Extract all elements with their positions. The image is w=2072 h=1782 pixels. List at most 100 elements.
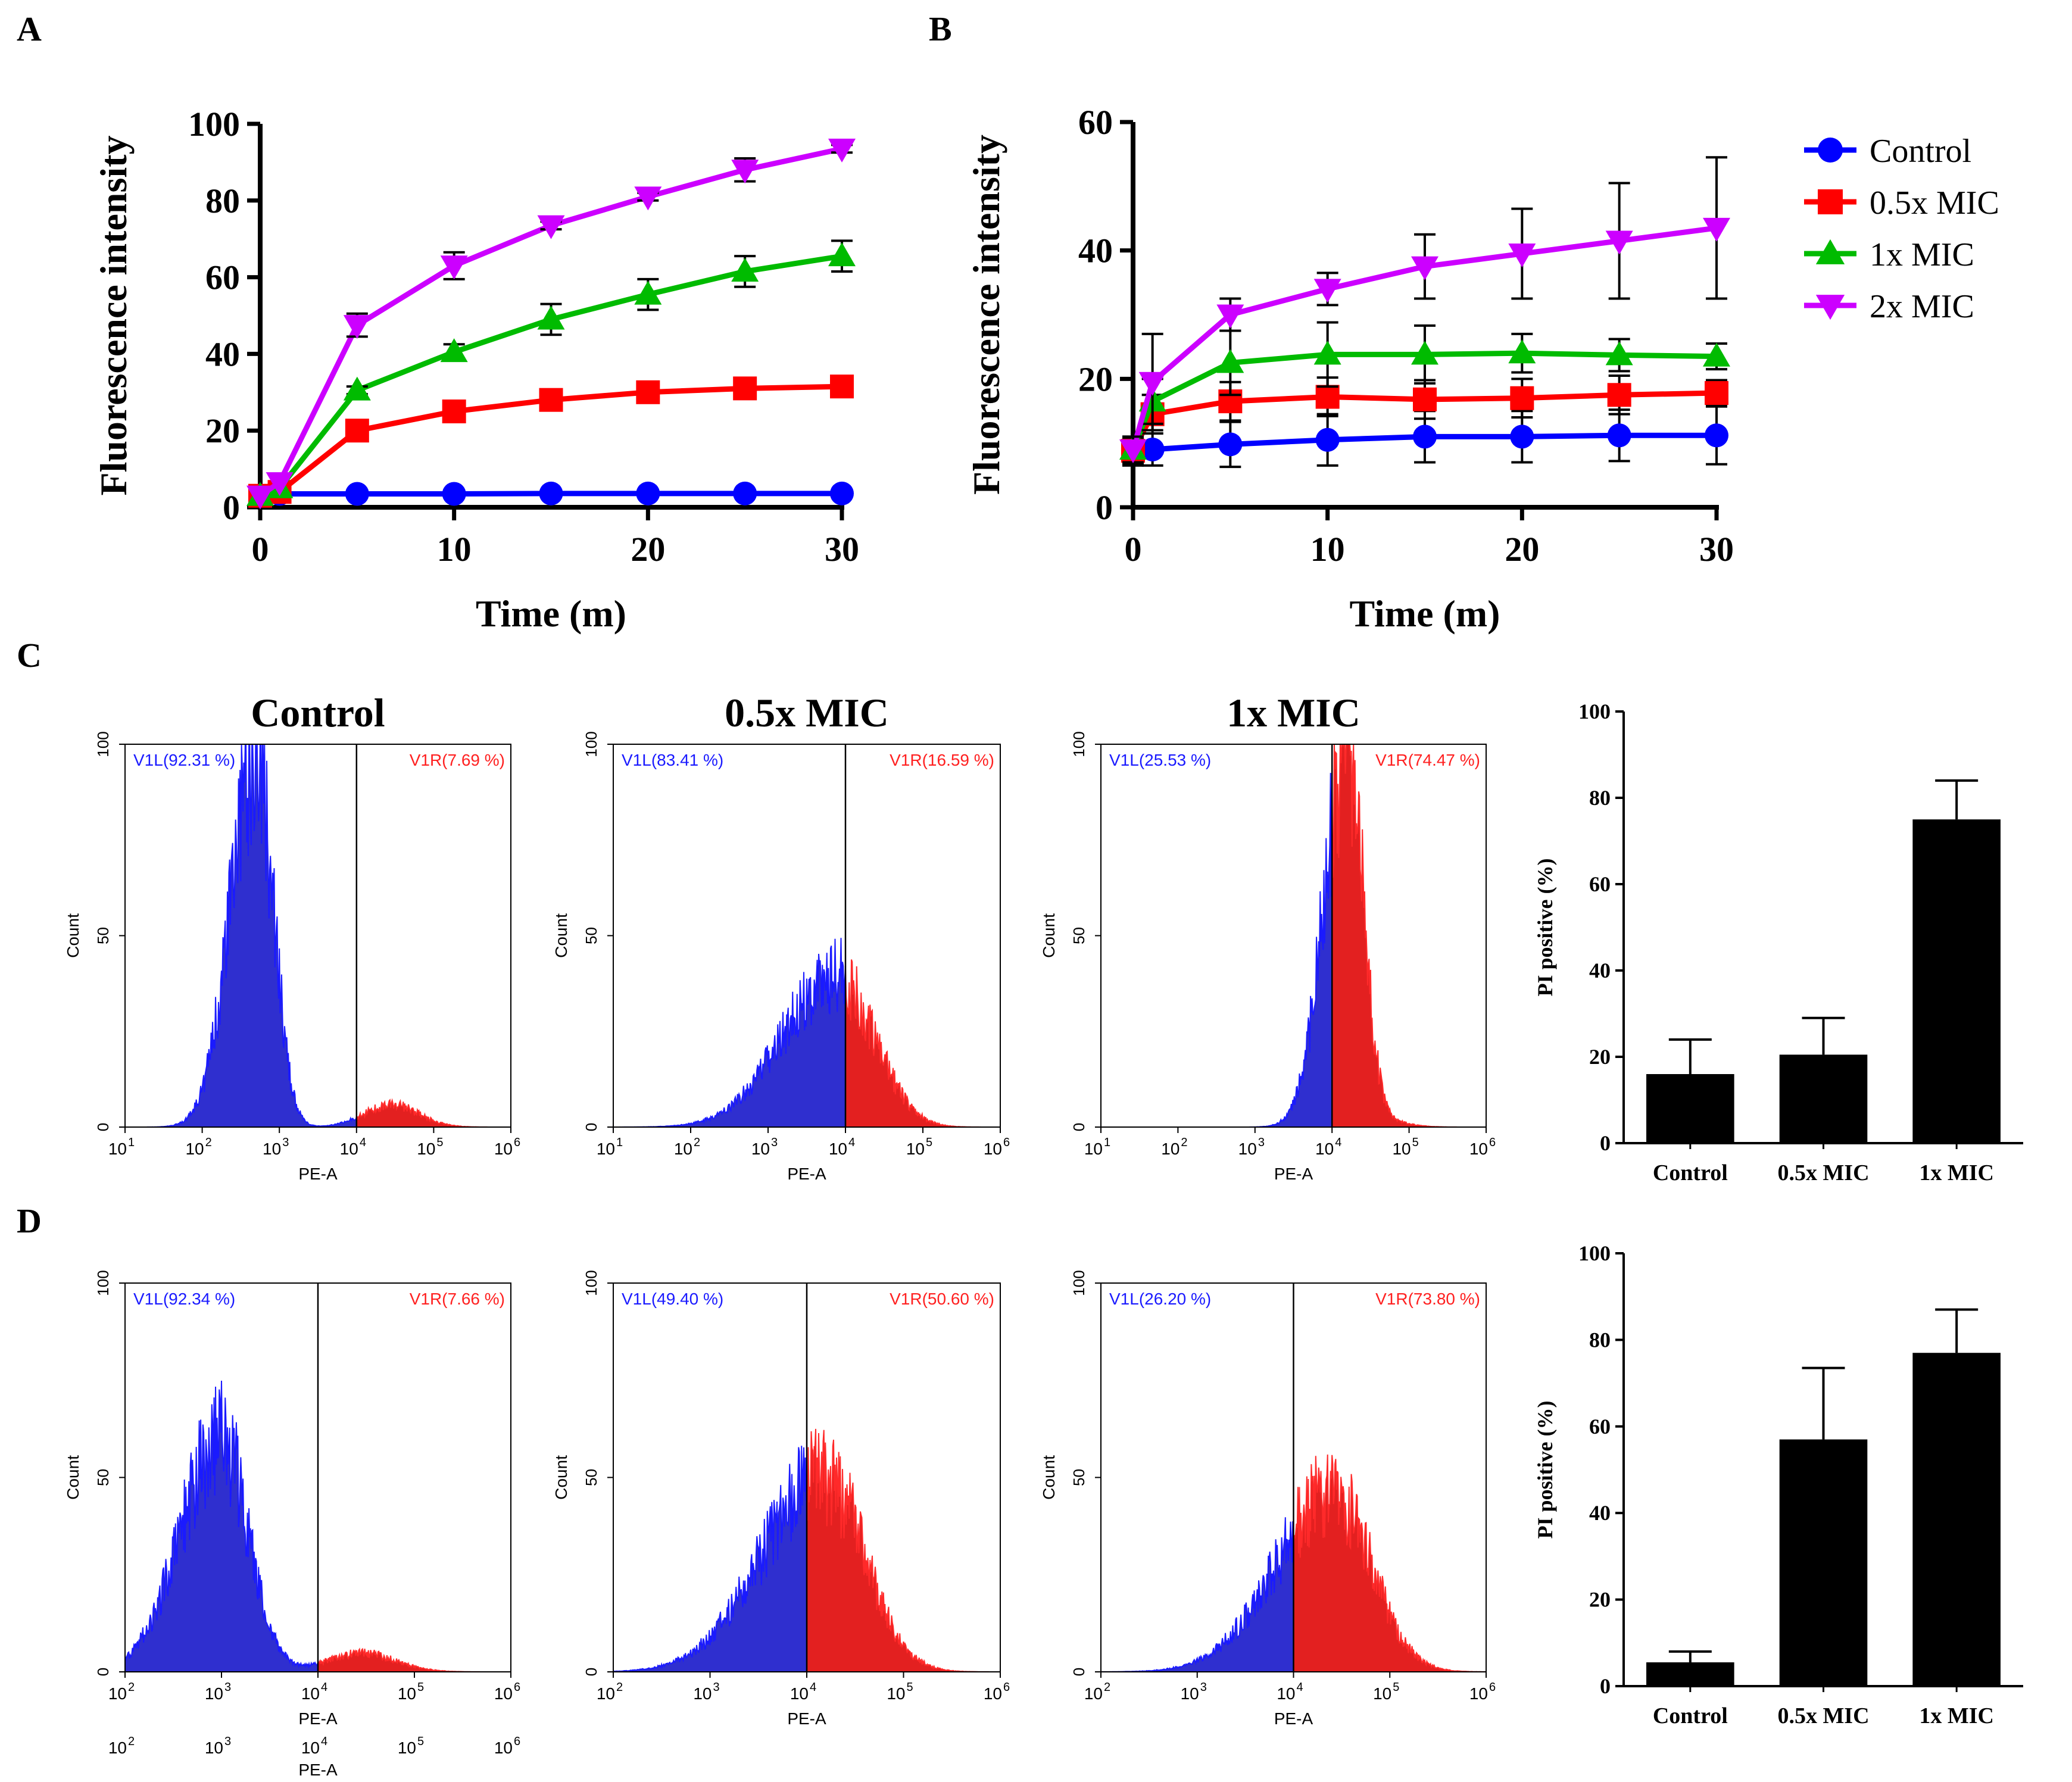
- series-line: [260, 491, 842, 499]
- data-point: [440, 338, 468, 363]
- flow-histogram: V1L(25.53 %) V1R(74.47 %) 0 50 100 Count 10 1 10…: [1040, 731, 1496, 1183]
- y-axis-title: PI positive (%): [1533, 859, 1557, 997]
- x-tick-exponent: 3: [771, 1136, 778, 1149]
- series-line: [258, 146, 842, 498]
- x-tick-exponent: 6: [1489, 1136, 1496, 1149]
- series-line: [1131, 390, 1717, 452]
- histogram-right-fill: [845, 959, 1001, 1128]
- x-tick-exponent: 2: [205, 1136, 212, 1149]
- data-point: [1218, 432, 1243, 457]
- gate-label-right: V1R(7.69 %): [410, 751, 505, 769]
- series-2x-mic: [246, 138, 856, 510]
- gate-label-right: V1R(16.59 %): [890, 751, 994, 769]
- x-tick-exponent: 1: [616, 1136, 623, 1149]
- x-tick-label: 10 2: [674, 1136, 700, 1158]
- series-line: [1132, 432, 1717, 455]
- x-tick-label: 10 5: [1392, 1136, 1418, 1158]
- histogram-right-fill: [317, 1647, 511, 1672]
- data-point: [1607, 423, 1631, 448]
- y-tick-label: 0: [1600, 1674, 1611, 1698]
- y-tick-label: 40: [1589, 959, 1611, 982]
- x-tick-label: 10 2: [1161, 1136, 1187, 1158]
- y-tick-label: 80: [1589, 1328, 1611, 1352]
- legend-marker: [1815, 239, 1845, 264]
- line-chart-b: 0 20 40 60 0 10 20 30 Time (m) Fluorescence inten…: [965, 103, 1734, 635]
- x-tick-exponent: 5: [907, 1681, 913, 1694]
- gate-label-right: V1R(7.66 %): [410, 1290, 505, 1308]
- data-point: [537, 305, 565, 330]
- x-tick-exponent: 6: [514, 1681, 520, 1694]
- panel-label-b: B: [929, 10, 952, 48]
- histogram-title: 0.5x MIC: [725, 690, 889, 735]
- x-axis-title: PE-A: [787, 1709, 826, 1728]
- legend-label: Control: [1870, 133, 1971, 170]
- gate-label-left: V1L(92.31 %): [133, 751, 235, 769]
- x-tick-label: 30: [825, 530, 859, 569]
- x-axis-title: PE-A: [787, 1165, 826, 1183]
- data-point: [733, 481, 757, 505]
- data-point: [1413, 387, 1437, 411]
- bar-chart-c: 0 20 40 60 80 100 PI positive (%) Control 0.5x M…: [1533, 700, 2023, 1185]
- data-point: [246, 485, 274, 510]
- y-tick-label: 80: [1589, 786, 1611, 810]
- data-point: [539, 481, 563, 505]
- x-tick-exponent: 2: [616, 1681, 623, 1694]
- histogram-right-fill: [355, 1098, 511, 1128]
- category-label: 0.5x MIC: [1777, 1703, 1869, 1728]
- data-point: [733, 376, 757, 401]
- y-axis-title: Count: [552, 913, 570, 958]
- data-point: [636, 380, 660, 404]
- x-tick-label: 10 6: [984, 1681, 1010, 1703]
- legend: Control 0.5x MIC 1x MIC 2x MIC: [1804, 133, 1999, 325]
- x-tick-label: 10 3: [263, 1136, 289, 1158]
- x-tick-label: 20: [1505, 530, 1539, 569]
- x-tick-label: 10 3: [205, 1681, 231, 1703]
- y-tick-label: 40: [205, 335, 240, 373]
- x-axis-title: PE-A: [298, 1165, 338, 1183]
- bar: [1779, 1439, 1868, 1686]
- y-tick-label: 100: [188, 105, 240, 143]
- x-tick-label: 10 4: [829, 1136, 855, 1158]
- y-tick-label: 100: [582, 1270, 600, 1296]
- y-tick-label: 100: [1578, 700, 1611, 723]
- x-tick-label: 10 4: [1277, 1681, 1303, 1703]
- gate-label-right: V1R(74.47 %): [1375, 751, 1480, 769]
- x-tick-label: 10 5: [417, 1136, 443, 1158]
- data-point: [828, 242, 856, 267]
- x-tick-label: 10 5: [887, 1681, 913, 1703]
- bar: [1779, 1054, 1868, 1143]
- y-tick-label: 60: [1078, 103, 1113, 142]
- y-tick-label: 80: [205, 182, 240, 220]
- data-point: [731, 257, 759, 282]
- data-point: [442, 400, 466, 423]
- data-point: [537, 215, 565, 239]
- x-axis-title: PE-A: [1274, 1165, 1313, 1183]
- line-chart-a: 0 20 40 60 80 100 0 10 20 30 Time (m) Fluorescence …: [92, 105, 859, 635]
- x-tick-label: 10 3: [751, 1136, 778, 1158]
- data-point: [1119, 439, 1147, 463]
- data-point: [1138, 372, 1166, 396]
- x-tick-exponent: 2: [128, 1681, 135, 1694]
- histogram-left-fill: [124, 744, 357, 1128]
- data-point: [634, 186, 662, 211]
- y-tick-label: 60: [1589, 1415, 1611, 1438]
- category-label: 1x MIC: [1919, 1703, 1994, 1728]
- extra-tick-label: 10 3: [205, 1735, 231, 1757]
- x-tick-label: 10 4: [1315, 1136, 1341, 1158]
- data-point: [343, 315, 371, 339]
- x-tick-label: 10: [437, 530, 472, 569]
- data-point: [1313, 279, 1341, 303]
- gate-label-left: V1L(25.53 %): [1109, 751, 1211, 769]
- data-point: [828, 138, 856, 163]
- legend-marker: [1815, 295, 1845, 320]
- y-tick-label: 0: [94, 1668, 112, 1676]
- extra-tick-exponent: 6: [514, 1735, 520, 1748]
- data-point: [1703, 342, 1730, 367]
- category-label: 0.5x MIC: [1777, 1160, 1869, 1185]
- x-tick-exponent: 2: [694, 1136, 700, 1149]
- x-tick-exponent: 2: [1104, 1681, 1110, 1694]
- series-control: [248, 481, 854, 508]
- y-tick-label: 0: [223, 488, 240, 527]
- data-point: [1605, 230, 1633, 255]
